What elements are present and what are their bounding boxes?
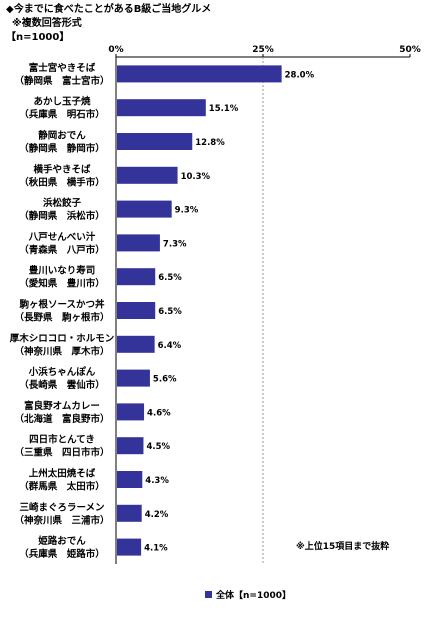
bar — [117, 234, 160, 252]
category-label: 厚木シロコロ・ホルモン — [10, 332, 115, 344]
data-label: 4.3% — [145, 476, 169, 486]
category-label: 富士宮やきそば — [29, 62, 96, 74]
data-label: 9.3% — [175, 206, 199, 216]
data-label: 6.5% — [158, 307, 182, 317]
category-sublabel: （静岡県 富士宮市） — [14, 75, 109, 87]
category-label: 駒ヶ根ソースかつ丼 — [18, 299, 105, 311]
category-sublabel: （兵庫県 姫路市） — [19, 548, 105, 560]
category-label: 小浜ちゃんぽん — [28, 366, 96, 378]
chart-subtitle: ※複数回答形式 — [12, 18, 82, 29]
data-label: 4.1% — [144, 544, 168, 554]
category-sublabel: （兵庫県 明石市） — [19, 109, 105, 121]
category-label: 四日市とんてき — [29, 434, 95, 446]
category-label: 上州太田焼そば — [29, 468, 96, 480]
bar — [117, 302, 156, 319]
category-sublabel: （神奈川県 厚木市） — [14, 345, 109, 357]
x-tick-label: 0% — [108, 45, 123, 55]
bar — [117, 403, 145, 421]
bar — [117, 335, 155, 353]
bar — [117, 99, 206, 117]
category-sublabel: （静岡県 浜松市） — [19, 210, 105, 222]
bar — [117, 200, 172, 218]
sample-size: 【n=1000】 — [6, 32, 70, 43]
legend-swatch — [205, 591, 212, 598]
category-label: あかし玉子焼 — [33, 96, 91, 108]
data-label: 7.3% — [163, 239, 187, 249]
category-sublabel: （神奈川県 三浦市） — [14, 514, 109, 526]
category-label: 三崎まぐろラーメン — [19, 501, 104, 513]
category-sublabel: （群馬県 太田市） — [19, 481, 105, 493]
data-label: 6.5% — [158, 273, 182, 283]
bar — [117, 437, 144, 455]
bar — [117, 369, 150, 387]
data-label: 15.1% — [209, 104, 239, 114]
category-label: 豊川いなり寿司 — [29, 265, 96, 277]
chart-title: ◆今までに食べたことがあるB級ご当地グルメ — [6, 4, 212, 15]
data-label: 28.0% — [285, 70, 315, 80]
bar — [117, 65, 282, 83]
category-label: 八戸せんべい汁 — [28, 231, 96, 243]
data-label: 4.6% — [147, 408, 171, 418]
legend: 全体【n=1000】 — [205, 588, 291, 601]
category-sublabel: （愛知県 豊川市） — [19, 278, 105, 290]
data-label: 4.5% — [146, 442, 170, 452]
bar — [117, 166, 178, 184]
category-sublabel: （北海道 富良野市） — [14, 413, 109, 425]
category-label: 富良野オムカレー — [24, 400, 100, 412]
category-sublabel: （三重県 四日市市） — [14, 447, 109, 459]
bar — [117, 471, 143, 488]
data-label: 10.3% — [181, 172, 211, 182]
footnote: ※上位15項目まで抜粋 — [296, 542, 390, 552]
x-tick-label: 25% — [252, 45, 274, 55]
data-label: 4.2% — [145, 510, 169, 520]
data-label: 12.8% — [195, 138, 225, 148]
category-label: 姫路おでん — [38, 535, 86, 547]
category-sublabel: （長崎県 雲仙市） — [19, 379, 105, 391]
category-sublabel: （長野県 駒ヶ根市） — [14, 312, 109, 324]
legend-label: 全体【n=1000】 — [216, 591, 291, 601]
category-sublabel: （静岡県 静岡市） — [19, 143, 105, 155]
bar — [117, 268, 156, 286]
data-label: 5.6% — [153, 375, 177, 385]
bar — [117, 133, 193, 150]
x-tick-label: 50% — [399, 45, 421, 55]
bar — [117, 504, 142, 522]
category-label: 静岡おでん — [38, 130, 86, 142]
data-label: 6.4% — [158, 341, 182, 351]
category-label: 横手やきそば — [33, 163, 91, 175]
category-sublabel: （秋田県 横手市） — [19, 176, 105, 188]
bar — [117, 538, 142, 556]
category-sublabel: （青森県 八戸市） — [19, 244, 105, 256]
category-label: 浜松餃子 — [43, 197, 82, 209]
